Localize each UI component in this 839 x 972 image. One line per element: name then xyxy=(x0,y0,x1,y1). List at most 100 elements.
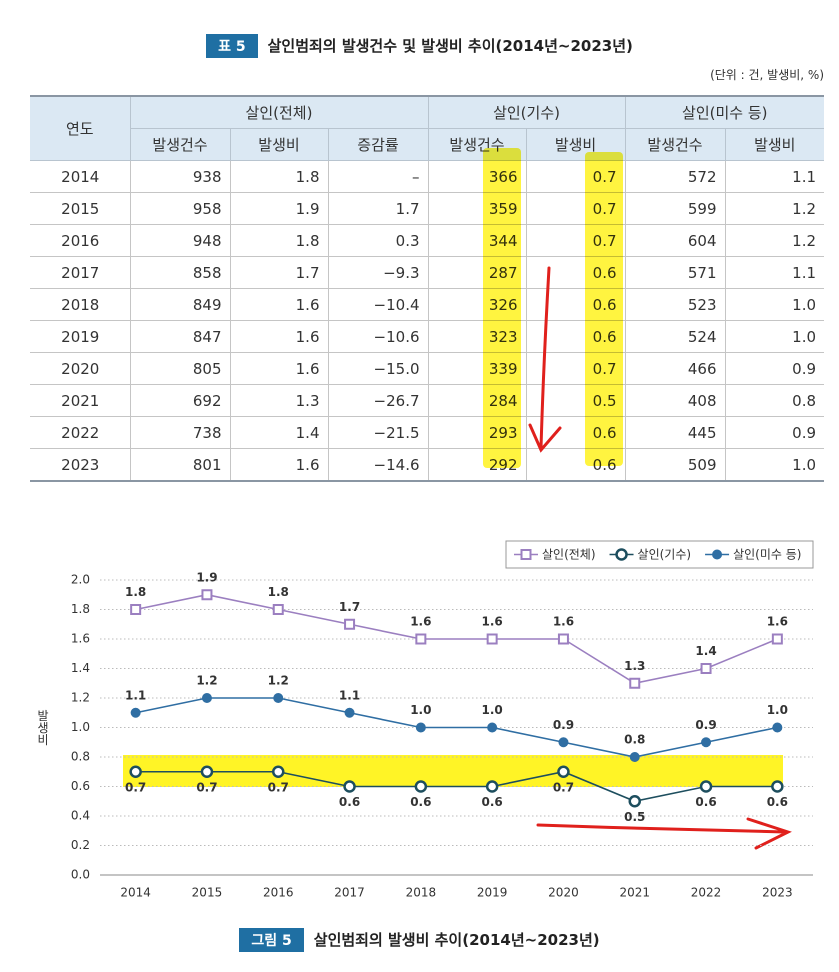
point xyxy=(771,633,783,645)
table-cell: 0.3 xyxy=(327,224,429,257)
group-header: 살인(전체) xyxy=(129,95,429,129)
data-label: 0.9 xyxy=(695,718,716,732)
table-caption: 표 5 살인범죄의 발생건수 및 발생비 추이(2014년~2023년) xyxy=(0,34,839,58)
y-tick-label: 0.4 xyxy=(71,809,90,823)
point xyxy=(558,737,569,748)
highlight xyxy=(483,148,521,468)
series-line xyxy=(135,770,778,803)
y-tick-label: 1.4 xyxy=(71,661,90,675)
y-tick-label: 0.2 xyxy=(71,838,90,852)
figure-title: 살인범죄의 발생비 추이(2014년~2023년) xyxy=(313,931,600,949)
y-tick-label: 2.0 xyxy=(71,573,90,587)
header-cell: 발생비 xyxy=(724,128,825,161)
figure-badge: 그림 5 xyxy=(239,928,304,952)
data-label: 0.5 xyxy=(624,810,645,824)
table-cell: 1.0 xyxy=(724,448,825,482)
data-label: 0.7 xyxy=(553,780,574,794)
data-label: 1.0 xyxy=(767,703,788,717)
y-tick-label: 1.2 xyxy=(71,691,90,705)
data-label: 0.6 xyxy=(767,795,788,809)
table-cell: 1.8 xyxy=(229,160,329,193)
point xyxy=(701,737,712,748)
data-label: 1.6 xyxy=(767,615,788,629)
point xyxy=(629,752,640,762)
point xyxy=(557,765,570,778)
data-label: 1.6 xyxy=(553,615,574,629)
point xyxy=(272,604,284,615)
table-cell: 801 xyxy=(129,448,231,482)
table-cell: 858 xyxy=(129,256,231,289)
red-arrow xyxy=(536,817,792,850)
group-header: 살인(미수 등) xyxy=(624,95,825,129)
y-tick-label: 1.6 xyxy=(71,632,90,646)
table-cell: 604 xyxy=(624,224,726,257)
point xyxy=(557,633,569,645)
x-tick-label: 2015 xyxy=(192,886,223,900)
point xyxy=(628,795,641,808)
data-label: 1.8 xyxy=(125,585,146,599)
header-cell: 연도 xyxy=(30,95,131,161)
x-tick-label: 2021 xyxy=(619,886,650,900)
series-line xyxy=(135,593,778,685)
x-tick-label: 2018 xyxy=(406,886,437,900)
x-tick-label: 2023 xyxy=(762,886,793,900)
legend-label: 살인(미수 등) xyxy=(733,548,801,562)
x-tick-label: 2019 xyxy=(477,886,508,900)
table-cell: – xyxy=(327,160,429,193)
x-tick-label: 2020 xyxy=(548,886,579,900)
table-cell: 1.2 xyxy=(724,224,825,257)
table-cell: 847 xyxy=(129,320,231,353)
data-label: 1.2 xyxy=(268,674,289,688)
table-cell: −21.5 xyxy=(327,416,429,449)
table-cell: 1.7 xyxy=(327,192,429,225)
point xyxy=(201,589,213,601)
y-tick-label: 0.8 xyxy=(71,750,90,764)
data-label: 1.3 xyxy=(624,659,645,673)
table-cell: 1.2 xyxy=(724,192,825,225)
table-cell: 2019 xyxy=(30,320,131,353)
point xyxy=(485,780,499,793)
table-cell: 1.8 xyxy=(229,224,329,257)
table-cell: 1.6 xyxy=(229,448,329,482)
point xyxy=(343,780,356,793)
legend-label: 살인(기수) xyxy=(638,548,692,562)
table-badge: 표 5 xyxy=(206,34,258,58)
red-arrow xyxy=(528,266,562,453)
table-cell: 738 xyxy=(129,416,231,449)
data-label: 1.1 xyxy=(125,688,146,702)
point xyxy=(771,780,784,793)
point xyxy=(201,693,212,703)
unit-note: (단위 : 건, 발생비, %) xyxy=(710,68,824,82)
legend-marker xyxy=(520,549,532,560)
table-cell: −10.6 xyxy=(327,320,429,353)
point xyxy=(415,633,427,645)
data-label: 0.7 xyxy=(196,780,217,794)
table-cell: 1.1 xyxy=(724,160,825,193)
point xyxy=(772,722,783,733)
data-label: 0.7 xyxy=(125,780,146,794)
data-label: 1.6 xyxy=(410,615,431,629)
point xyxy=(415,722,426,733)
y-tick-label: 0.0 xyxy=(71,868,90,882)
point xyxy=(272,765,285,778)
table-cell: 445 xyxy=(624,416,726,449)
table-cell: 599 xyxy=(624,192,726,225)
group-header: 살인(기수) xyxy=(427,95,626,129)
annotation-layer xyxy=(528,266,562,453)
y-axis-label: 발생비 xyxy=(36,709,50,745)
table-cell: −9.3 xyxy=(327,256,429,289)
data-label: 0.7 xyxy=(268,780,289,794)
point xyxy=(130,604,142,615)
table-cell: 1.7 xyxy=(229,256,329,289)
data-label: 1.1 xyxy=(339,688,360,702)
point xyxy=(130,707,141,718)
table-cell: 2022 xyxy=(30,416,131,449)
table-cell: 1.9 xyxy=(229,192,329,225)
header-row: 연도 살인(전체) 살인(기수) 살인(미수 등) xyxy=(30,95,825,161)
legend-box xyxy=(505,540,814,569)
data-label: 0.6 xyxy=(482,795,503,809)
